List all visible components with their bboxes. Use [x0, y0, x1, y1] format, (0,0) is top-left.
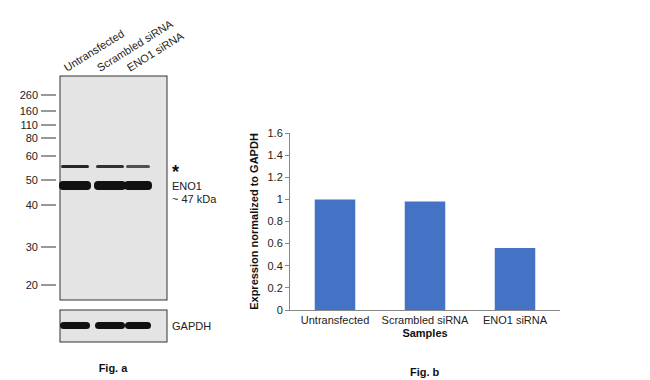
svg-text:Fig. a: Fig. a	[99, 362, 129, 374]
svg-text:Scrambled siRNA: Scrambled siRNA	[382, 314, 469, 326]
svg-text:ENO1 siRNA: ENO1 siRNA	[125, 29, 186, 74]
svg-text:Expression normalized to GAPDH: Expression normalized to GAPDH	[248, 133, 260, 310]
svg-text:60: 60	[26, 150, 38, 162]
svg-text:Untransfected: Untransfected	[61, 27, 127, 74]
svg-text:0.4: 0.4	[268, 260, 283, 272]
svg-text:Fig. b: Fig. b	[410, 366, 440, 378]
svg-text:~ 47 kDa: ~ 47 kDa	[172, 193, 217, 205]
svg-text:80: 80	[26, 132, 38, 144]
svg-text:0.8: 0.8	[268, 215, 283, 227]
svg-text:*: *	[172, 162, 179, 182]
svg-text:0.6: 0.6	[268, 237, 283, 249]
svg-text:0.2: 0.2	[268, 282, 283, 294]
svg-text:Scrambled siRNA: Scrambled siRNA	[94, 17, 175, 74]
svg-text:50: 50	[26, 174, 38, 186]
svg-text:1.2: 1.2	[268, 171, 283, 183]
svg-text:0: 0	[277, 304, 283, 316]
svg-text:ENO1: ENO1	[172, 180, 202, 192]
svg-text:30: 30	[26, 241, 38, 253]
svg-text:Samples: Samples	[402, 327, 447, 339]
svg-text:110: 110	[20, 119, 38, 131]
svg-text:1.6: 1.6	[268, 127, 283, 139]
svg-text:1: 1	[277, 193, 283, 205]
svg-text:1.4: 1.4	[268, 149, 283, 161]
svg-text:40: 40	[26, 199, 38, 211]
svg-text:160: 160	[20, 105, 38, 117]
svg-text:ENO1 siRNA: ENO1 siRNA	[483, 314, 548, 326]
svg-text:GAPDH: GAPDH	[172, 320, 211, 332]
svg-text:260: 260	[20, 89, 38, 101]
svg-text:Untransfected: Untransfected	[301, 314, 369, 326]
svg-text:20: 20	[26, 279, 38, 291]
